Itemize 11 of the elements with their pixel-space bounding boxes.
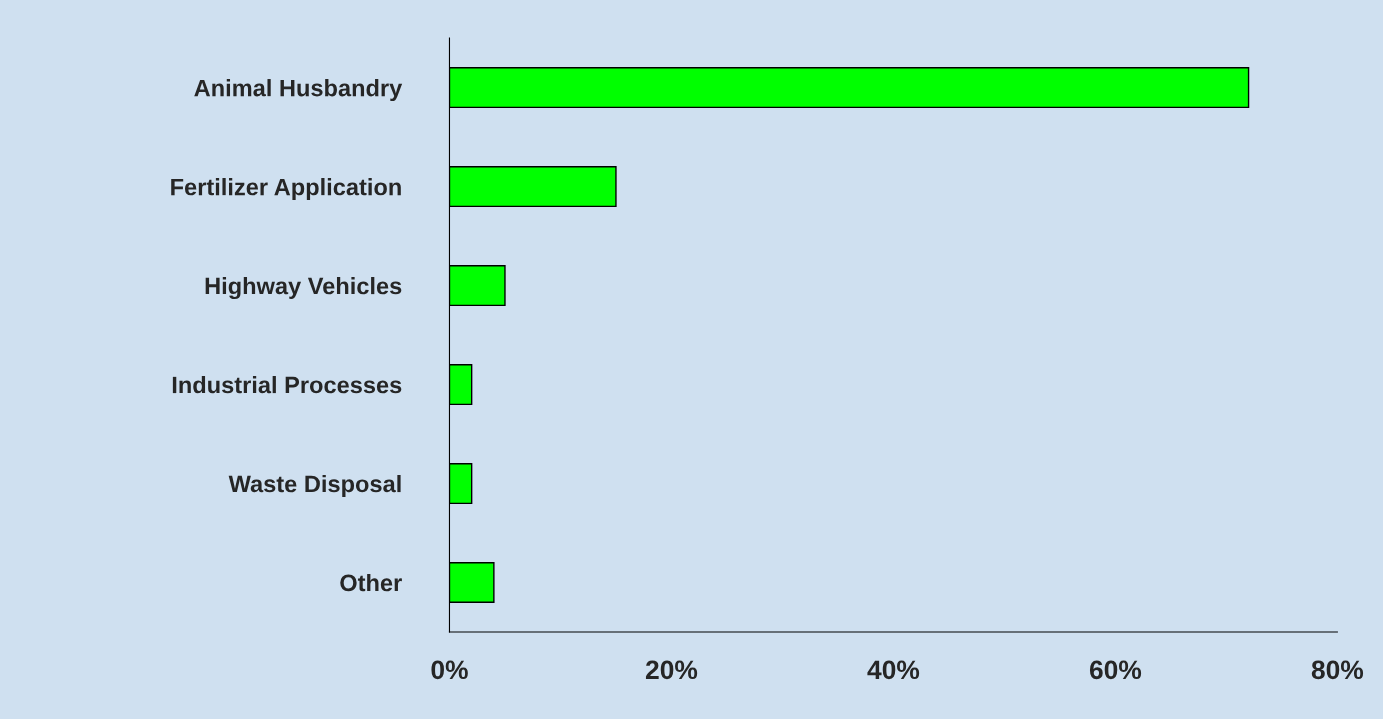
y-tick-label: Highway Vehicles (205, 277, 402, 300)
y-tick-label: Fertilizer Application (171, 178, 401, 201)
y-tick-label: Industrial Processes (172, 375, 402, 394)
x-tick-label: 60% (1089, 660, 1142, 680)
y-tick-label: Animal Husbandry (194, 79, 403, 102)
x-tick-label: 0% (431, 660, 468, 680)
x-tick-label: 20% (645, 660, 698, 680)
y-tick-label: Waste Disposal (228, 474, 401, 497)
x-tick-label: 80% (1311, 660, 1364, 680)
y-tick-label: Other (340, 573, 402, 592)
x-tick-label: 40% (867, 660, 920, 680)
